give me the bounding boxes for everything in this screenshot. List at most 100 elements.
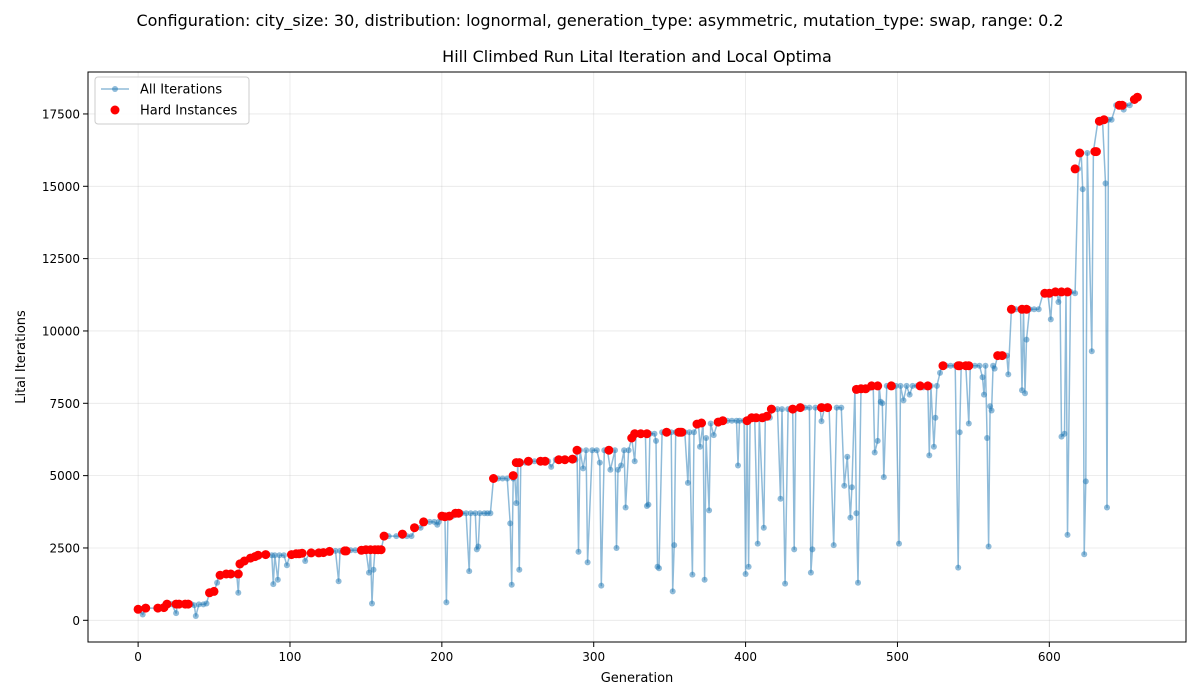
- hard-instance-point: [568, 454, 577, 464]
- all-iterations-point: [669, 588, 676, 595]
- all-iterations-point: [417, 524, 424, 531]
- all-iterations-point: [976, 362, 983, 369]
- all-iterations-point: [947, 362, 954, 369]
- x-axis: 0 100 200 300 400 500 600: [134, 642, 1061, 664]
- all-iterations-point: [745, 563, 752, 570]
- all-iterations-point: [203, 600, 210, 607]
- all-iterations-point: [443, 599, 450, 606]
- all-iterations-point: [589, 447, 596, 454]
- all-iterations-point: [531, 458, 538, 465]
- all-iterations-point: [985, 543, 992, 550]
- all-iterations-point: [280, 552, 287, 559]
- hard-instance-point: [677, 427, 687, 437]
- all-iterations-point: [782, 580, 789, 587]
- hard-instance-point: [964, 361, 974, 371]
- figure-suptitle: Configuration: city_size: 30, distributi…: [136, 11, 1064, 30]
- all-iterations-point: [1031, 306, 1038, 313]
- legend-frame: [94, 76, 250, 125]
- all-iterations-point: [671, 542, 678, 549]
- hard-instance-point: [938, 361, 948, 371]
- all-iterations-point: [276, 552, 283, 559]
- all-iterations-point: [1047, 316, 1054, 323]
- x-tick-label: 0: [134, 650, 142, 664]
- legend-hard-instances-marker: [110, 105, 120, 115]
- all-iterations-point: [615, 466, 621, 473]
- all-iterations-point: [1072, 290, 1079, 297]
- y-tick-label: 0: [72, 614, 80, 628]
- all-iterations-point: [965, 420, 972, 427]
- hard-instance-point: [915, 381, 925, 391]
- all-iterations-point: [955, 564, 962, 571]
- all-iterations-point: [991, 365, 998, 372]
- all-iterations-point: [370, 566, 377, 573]
- all-iterations-point: [754, 540, 761, 547]
- all-iterations-point: [139, 611, 146, 618]
- hard-instance-point: [1063, 287, 1072, 297]
- all-iterations-point: [937, 369, 943, 376]
- all-iterations-point: [583, 447, 590, 454]
- grid: [88, 72, 1186, 642]
- hard-instance-point: [261, 550, 271, 560]
- all-iterations-point: [593, 447, 600, 454]
- all-iterations-point: [651, 430, 658, 437]
- hard-instance-point: [1091, 147, 1101, 157]
- all-iterations-point: [686, 429, 693, 436]
- hard-instance-point: [788, 404, 798, 414]
- all-iterations-point: [598, 582, 605, 589]
- all-iterations-point: [735, 462, 741, 469]
- all-iterations-point: [1023, 336, 1030, 343]
- hard-instance-point: [795, 403, 805, 413]
- x-tick-label: 400: [734, 650, 757, 664]
- all-iterations-point: [645, 501, 652, 508]
- hard-instance-point: [133, 604, 143, 614]
- all-iterations-point: [853, 510, 860, 517]
- y-tick-label: 10000: [42, 324, 80, 338]
- hard-instance-point: [162, 599, 172, 609]
- all-iterations-point: [283, 562, 290, 569]
- hard-instance-point: [762, 411, 772, 421]
- y-tick-label: 7500: [49, 397, 80, 411]
- all-iterations-point: [631, 458, 638, 465]
- all-iterations-point: [618, 462, 625, 469]
- hard-instance-point: [1099, 115, 1109, 125]
- x-tick-label: 200: [430, 650, 453, 664]
- y-tick-label: 5000: [49, 469, 80, 483]
- all-iterations-point: [684, 479, 691, 486]
- hard-instance-point: [514, 458, 524, 468]
- hard-instance-point: [560, 455, 570, 465]
- all-iterations-point: [508, 581, 515, 588]
- all-iterations-point: [1035, 306, 1042, 313]
- all-iterations-point: [516, 566, 523, 573]
- all-iterations-point: [1084, 150, 1091, 156]
- hard-instance-point: [419, 517, 429, 527]
- all-iterations-point: [879, 400, 886, 407]
- all-iterations-point: [701, 576, 708, 583]
- hard-instance-point: [233, 569, 243, 579]
- all-iterations-point: [689, 571, 696, 578]
- all-iterations-point: [1055, 299, 1062, 305]
- legend-hard-instances-label: Hard Instances: [140, 104, 238, 119]
- all-iterations-point: [195, 601, 202, 608]
- all-iterations-point: [235, 589, 242, 596]
- hard-instance-point: [1022, 304, 1031, 314]
- all-iterations-point: [930, 443, 937, 450]
- all-iterations-point: [812, 404, 819, 411]
- all-iterations-point: [487, 510, 494, 517]
- all-iterations-point: [475, 543, 482, 550]
- all-iterations-point: [1064, 531, 1071, 538]
- hard-instance-point: [226, 569, 236, 579]
- all-iterations-point: [932, 414, 939, 421]
- all-iterations-point: [760, 524, 767, 531]
- all-iterations-point: [710, 432, 717, 439]
- all-iterations-point: [703, 435, 710, 441]
- all-iterations-point: [779, 406, 785, 413]
- hard-instance-point: [572, 445, 582, 455]
- all-iterations-point: [833, 404, 840, 411]
- legend-all-iterations-label: All Iterations: [140, 83, 222, 98]
- all-iterations-point: [1022, 390, 1028, 397]
- hard-instance-point: [325, 546, 334, 556]
- plot-series: [133, 92, 1142, 619]
- hard-instance-point: [489, 474, 498, 483]
- all-iterations-point: [270, 581, 277, 588]
